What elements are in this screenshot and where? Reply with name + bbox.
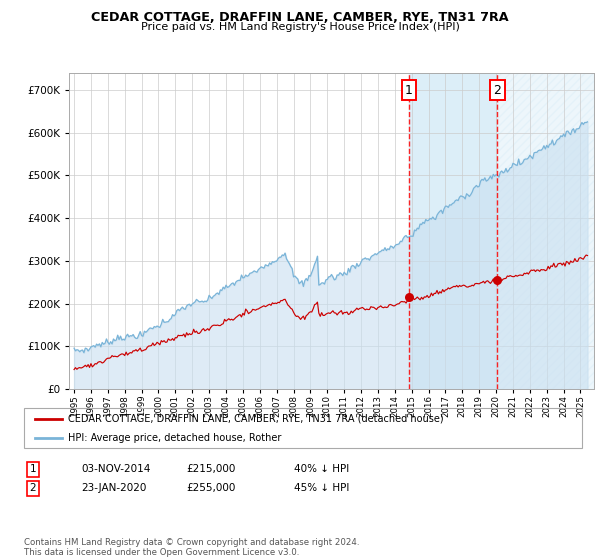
Bar <box>409 73 497 389</box>
Text: 03-NOV-2014: 03-NOV-2014 <box>81 464 151 474</box>
Text: 1: 1 <box>405 83 413 97</box>
Text: Contains HM Land Registry data © Crown copyright and database right 2024.
This d: Contains HM Land Registry data © Crown c… <box>24 538 359 557</box>
Text: 40% ↓ HPI: 40% ↓ HPI <box>294 464 349 474</box>
Text: Price paid vs. HM Land Registry's House Price Index (HPI): Price paid vs. HM Land Registry's House … <box>140 22 460 32</box>
Text: 45% ↓ HPI: 45% ↓ HPI <box>294 483 349 493</box>
Text: CEDAR COTTAGE, DRAFFIN LANE, CAMBER, RYE, TN31 7RA (detached house): CEDAR COTTAGE, DRAFFIN LANE, CAMBER, RYE… <box>68 414 443 424</box>
Text: CEDAR COTTAGE, DRAFFIN LANE, CAMBER, RYE, TN31 7RA: CEDAR COTTAGE, DRAFFIN LANE, CAMBER, RYE… <box>91 11 509 24</box>
Text: 2: 2 <box>493 83 501 97</box>
Text: 1: 1 <box>29 464 37 474</box>
Text: £215,000: £215,000 <box>186 464 235 474</box>
Text: 23-JAN-2020: 23-JAN-2020 <box>81 483 146 493</box>
Bar <box>497 73 594 389</box>
Text: 2: 2 <box>29 483 37 493</box>
Text: £255,000: £255,000 <box>186 483 235 493</box>
Text: HPI: Average price, detached house, Rother: HPI: Average price, detached house, Roth… <box>68 432 281 442</box>
